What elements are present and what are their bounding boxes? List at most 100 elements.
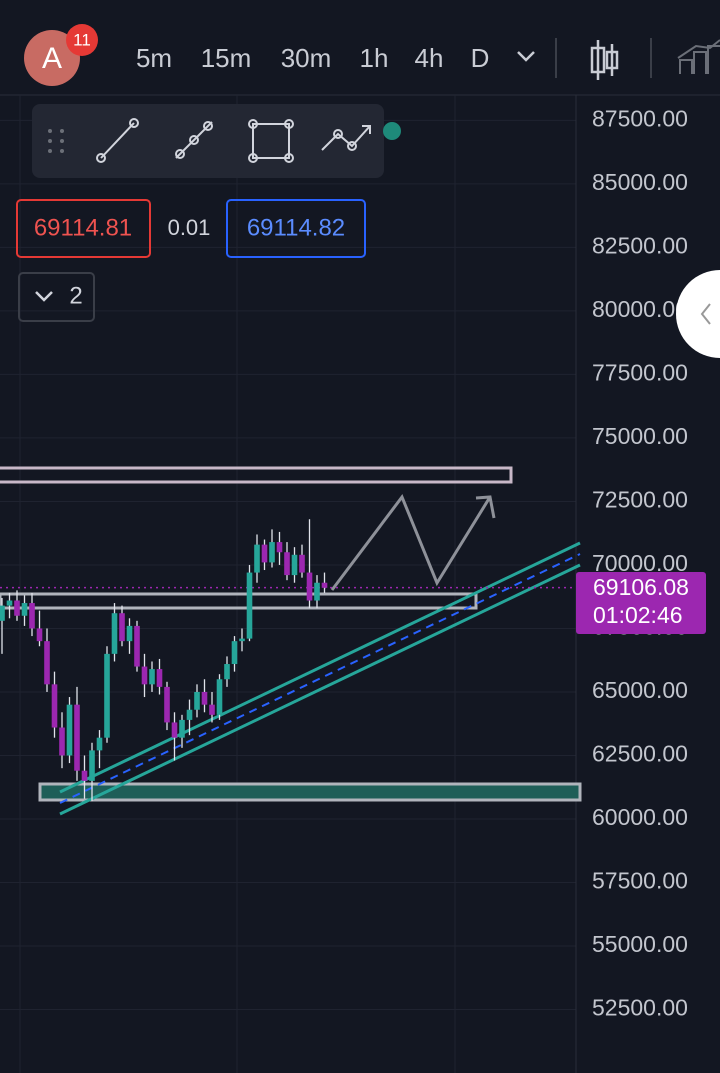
- candle-body: [314, 582, 320, 601]
- timeframes: 5m 15m 30m 1h 4h D: [136, 43, 489, 73]
- last-price-box: [576, 572, 706, 634]
- sell-box[interactable]: [16, 199, 151, 258]
- candle-body: [291, 554, 298, 576]
- channel-top: [59, 541, 581, 794]
- candle-body: [299, 554, 305, 573]
- candle-body: [254, 544, 260, 573]
- candle-body: [14, 600, 20, 616]
- countdown: 01:02:46: [593, 602, 683, 628]
- buy-box[interactable]: [226, 199, 366, 258]
- projection-arrow: [330, 493, 496, 591]
- candle-body: [284, 552, 290, 576]
- y-tick-label: 72500.00: [592, 487, 688, 513]
- candle-body: [134, 625, 140, 667]
- y-tick-label: 87500.00: [592, 105, 688, 131]
- timeframe[interactable]: D: [471, 43, 490, 73]
- candle-body: [66, 704, 73, 756]
- candle-body: [36, 628, 43, 642]
- y-tick-label: 80000.00: [592, 296, 688, 322]
- handle-chevron: [700, 303, 711, 325]
- candle-body: [6, 600, 13, 606]
- candle-body: [59, 727, 65, 756]
- candle-body: [201, 691, 208, 705]
- candle-body: [141, 666, 148, 685]
- candle-body: [21, 603, 28, 616]
- candle-body: [209, 704, 215, 715]
- notification-badge: [66, 24, 98, 56]
- y-tick-label: 85000.00: [592, 169, 688, 195]
- candle-body: [179, 719, 185, 738]
- candle-body: [306, 572, 313, 601]
- candle-body: [74, 704, 80, 771]
- drawing-toolbar: [32, 104, 384, 178]
- more-timeframes[interactable]: [517, 51, 535, 62]
- y-tick-label: 60000.00: [592, 804, 688, 830]
- candles: [0, 519, 328, 802]
- y-tick-label: 70000.00: [592, 550, 688, 576]
- avatar[interactable]: [24, 30, 80, 86]
- candle-body: [96, 737, 103, 751]
- timeframe[interactable]: 4h: [415, 43, 444, 73]
- candle-body: [104, 653, 110, 738]
- candle-body: [44, 641, 50, 685]
- candle-body: [186, 709, 193, 720]
- candle-body: [0, 605, 5, 621]
- y-tick-label: 82500.00: [592, 232, 688, 258]
- price-axis: 87500.00 85000.00 82500.00 80000.00 77500.00…: [592, 105, 688, 1020]
- candle-body: [194, 691, 200, 710]
- candle-body: [81, 770, 88, 781]
- bid-price: 69114.81: [34, 214, 132, 241]
- candle-body: [51, 684, 58, 728]
- candle-type-icon[interactable]: [590, 40, 619, 80]
- tool-rectangle[interactable]: [248, 119, 294, 163]
- candle-body: [321, 582, 328, 588]
- side-panel-handle[interactable]: [676, 270, 720, 358]
- y-tick-label: 77500.00: [592, 360, 688, 386]
- candle-body: [171, 722, 178, 738]
- candle-body: [164, 686, 170, 723]
- y-tick-label: 75000.00: [592, 423, 688, 449]
- resistance-zone: [0, 466, 513, 484]
- indicators-icon[interactable]: [677, 39, 720, 74]
- candle-body: [239, 638, 245, 642]
- last-price: 69106.08: [593, 574, 689, 600]
- candle-body: [126, 625, 133, 642]
- candle-body: [261, 544, 268, 563]
- candle-body: [224, 664, 230, 680]
- ask-price: 69114.82: [247, 214, 345, 241]
- timeframe[interactable]: 5m: [136, 43, 172, 73]
- tool-trendline[interactable]: [96, 118, 139, 163]
- y-tick-label: 52500.00: [592, 995, 688, 1021]
- avatar-letter: A: [42, 42, 62, 75]
- candle-body: [29, 603, 35, 629]
- badge-count: 11: [73, 30, 91, 49]
- demand-zone: [38, 782, 582, 802]
- status-dot: [383, 122, 401, 140]
- candle-body: [156, 669, 163, 687]
- toggle-chevron: [35, 291, 53, 302]
- spread: 0.01: [168, 215, 211, 240]
- candle-body: [111, 613, 118, 654]
- toolbar-grip: [48, 129, 64, 153]
- candle-body: [246, 572, 253, 639]
- y-tick-label: 57500.00: [592, 868, 688, 894]
- timeframe[interactable]: 1h: [360, 43, 389, 73]
- tool-ray[interactable]: [175, 121, 213, 159]
- timeframe[interactable]: 30m: [281, 43, 332, 73]
- timeframe[interactable]: 15m: [201, 43, 252, 73]
- indicators-count: 2: [69, 282, 82, 309]
- support-zone: [0, 592, 478, 610]
- candle-body: [89, 750, 95, 781]
- candle-body: [269, 542, 275, 563]
- channel-bottom: [59, 563, 581, 816]
- candle-body: [149, 669, 155, 685]
- candle-body: [119, 613, 125, 642]
- y-tick-label: 55000.00: [592, 931, 688, 957]
- tool-path[interactable]: [321, 125, 371, 151]
- candle-body: [276, 542, 283, 553]
- candle-body: [231, 641, 238, 665]
- indicators-toggle[interactable]: [18, 272, 95, 322]
